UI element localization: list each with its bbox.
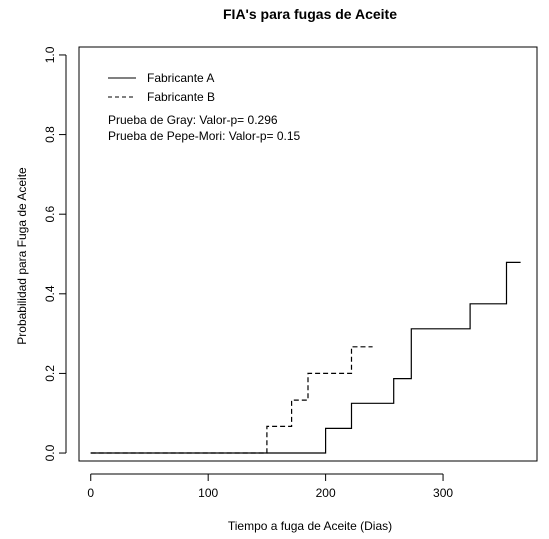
x-tick-label: 0 <box>87 486 94 500</box>
x-axis: 0 100 200 300 <box>87 473 453 500</box>
y-tick-label: 0.4 <box>43 285 57 302</box>
x-tick-label: 100 <box>198 486 218 500</box>
series-line-fabricante-a <box>90 261 521 454</box>
legend-label-fabricante-a: Fabricante A <box>147 71 214 85</box>
annotation-gray-test: Prueba de Gray: Valor-p= 0.296 <box>108 113 278 127</box>
y-tick-label: 0.0 <box>43 444 57 461</box>
series-layer <box>90 261 521 454</box>
legend: Fabricante A Fabricante B <box>108 71 215 104</box>
x-tick-label: 200 <box>316 486 336 500</box>
y-tick-label: 0.2 <box>43 365 57 382</box>
y-tick-label: 1.0 <box>43 46 57 63</box>
x-axis-label: Tiempo a fuga de Aceite (Dias) <box>228 519 392 533</box>
annotation-pepe-mori-test: Prueba de Pepe-Mori: Valor-p= 0.15 <box>108 129 301 143</box>
series-line-fabricante-b <box>90 346 373 454</box>
legend-label-fabricante-b: Fabricante B <box>147 90 215 104</box>
chart-title: FIA's para fugas de Aceite <box>223 6 397 22</box>
y-axis-label: Probabilidad para Fuga de Aceite <box>15 167 29 345</box>
y-tick-label: 0.8 <box>43 126 57 143</box>
plot-area-border <box>78 46 538 462</box>
y-tick-label: 0.6 <box>43 206 57 223</box>
x-tick-label: 300 <box>433 486 453 500</box>
y-axis: 0.0 0.2 0.4 0.6 0.8 1.0 <box>43 46 67 461</box>
